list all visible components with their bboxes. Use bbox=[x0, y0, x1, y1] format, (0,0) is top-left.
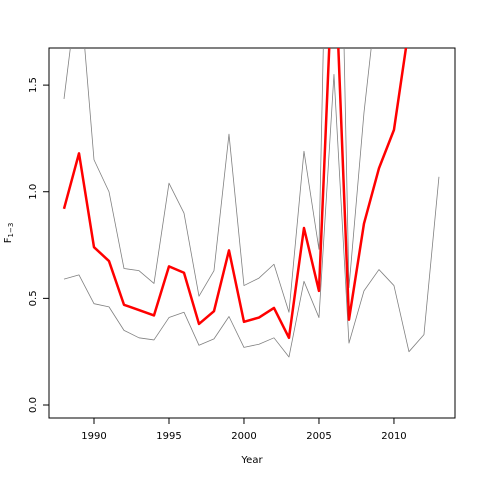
plot-frame bbox=[48, 47, 456, 419]
x-tick-label: 2010 bbox=[381, 431, 406, 442]
y-axis-label: F1−3 bbox=[3, 223, 15, 244]
y-tick-label: 1.0 bbox=[28, 184, 39, 200]
y-tick-label: 0.5 bbox=[28, 290, 39, 306]
series-line bbox=[63, 74, 440, 358]
y-tick-label: 0.0 bbox=[28, 397, 39, 413]
x-tick-label: 2005 bbox=[306, 431, 331, 442]
y-axis-label-main: F bbox=[3, 237, 14, 243]
y-tick-label: 1.5 bbox=[28, 77, 39, 93]
plot-area bbox=[62, 48, 440, 358]
series-line bbox=[63, 48, 372, 313]
x-tick-label: 1995 bbox=[156, 431, 181, 442]
y-axis-label-sub: 1−3 bbox=[7, 223, 15, 238]
x-tick-label: 2000 bbox=[231, 431, 256, 442]
series-line bbox=[62, 48, 408, 340]
x-tick-label: 1990 bbox=[81, 431, 106, 442]
x-axis-label: Year bbox=[240, 455, 263, 466]
